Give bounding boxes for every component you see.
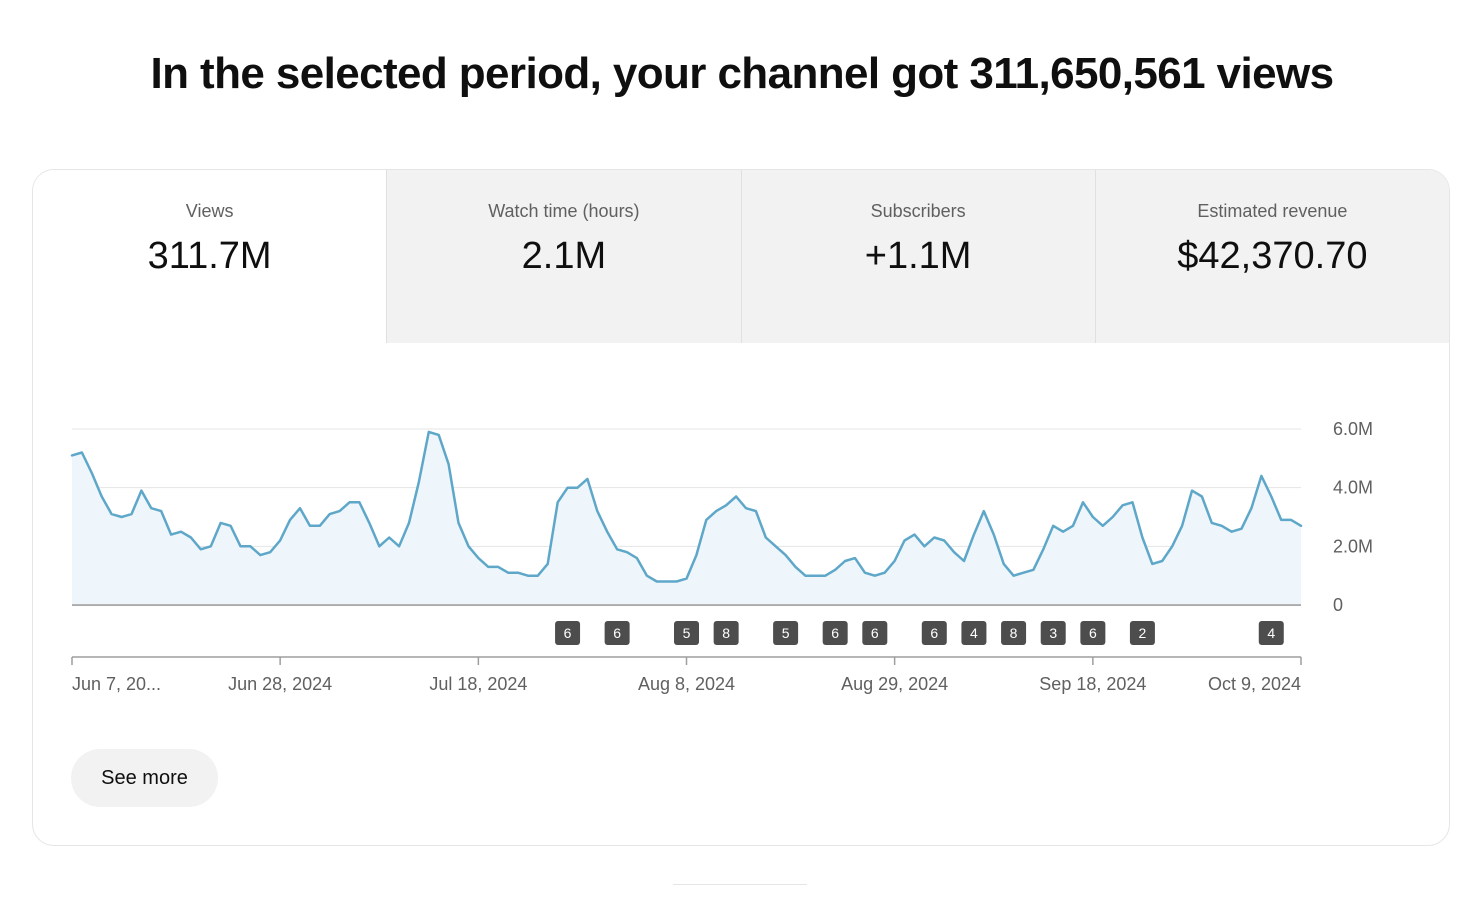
tab-label: Subscribers: [870, 201, 966, 221]
upload-marker: 2: [1129, 621, 1155, 645]
upload-marker: 4: [961, 621, 987, 645]
analytics-card: Views 311.7M Watch time (hours) 2.1M Sub…: [32, 169, 1450, 846]
upload-marker: 6: [604, 621, 630, 645]
upload-marker-badge: [1001, 621, 1027, 645]
tab-value: $42,370.70: [1177, 235, 1368, 277]
upload-marker-badge: [822, 621, 848, 645]
upload-marker: 8: [713, 621, 739, 645]
see-more-button[interactable]: See more: [71, 749, 218, 807]
upload-marker: 6: [862, 621, 888, 645]
upload-marker: 4: [1258, 621, 1284, 645]
y-tick-label: 4.0M: [1333, 478, 1373, 498]
tab-label: Views: [185, 201, 234, 221]
upload-marker-count: 4: [970, 625, 978, 641]
upload-marker-count: 2: [1139, 625, 1147, 641]
upload-marker-badge: [555, 621, 581, 645]
page-headline: In the selected period, your channel got…: [150, 49, 1334, 98]
upload-marker-badge: [604, 621, 630, 645]
upload-marker-badge: [1129, 621, 1155, 645]
chart-area: [72, 431, 1301, 605]
x-tick-label: Jul 18, 2024: [429, 674, 527, 694]
upload-marker-count: 4: [1267, 625, 1275, 641]
tab-views[interactable]: Views 311.7M: [33, 170, 387, 343]
upload-marker-badge: [862, 621, 888, 645]
x-tick-label: Aug 8, 2024: [638, 674, 735, 694]
upload-marker: 5: [773, 621, 799, 645]
upload-marker-count: 5: [782, 625, 790, 641]
tab-value: +1.1M: [864, 235, 972, 277]
upload-marker: 6: [822, 621, 848, 645]
upload-marker: 5: [674, 621, 699, 645]
tab-value: 2.1M: [521, 235, 607, 277]
x-tick-label: Jun 28, 2024: [228, 674, 332, 694]
upload-marker-count: 6: [1089, 625, 1097, 641]
x-tick-label: Oct 9, 2024: [1208, 674, 1301, 694]
y-tick-label: 6.0M: [1333, 419, 1373, 439]
tab-value: 311.7M: [147, 235, 272, 277]
y-tick-label: 2.0M: [1333, 536, 1373, 556]
upload-marker-count: 5: [683, 625, 691, 641]
upload-marker-badge: [1258, 621, 1284, 645]
upload-marker-count: 8: [1010, 625, 1018, 641]
views-chart: 0 2.0M 4.0M 6.0M 6 6 5 8 5 6 6 6 4 8 3 6 2 4 Jun 7, 20... J…: [70, 419, 1373, 694]
tab-estimated-revenue[interactable]: Estimated revenue $42,370.70: [1094, 170, 1449, 343]
upload-marker: 6: [555, 621, 581, 645]
upload-marker-count: 6: [871, 625, 879, 641]
upload-marker-badge: [773, 621, 799, 645]
upload-marker-count: 8: [722, 625, 730, 641]
upload-marker-count: 6: [930, 625, 938, 641]
tab-label: Watch time (hours): [488, 201, 640, 221]
x-tick-label: Sep 18, 2024: [1039, 674, 1146, 694]
x-tick-label: Aug 29, 2024: [841, 674, 948, 694]
upload-marker: 8: [1001, 621, 1027, 645]
upload-marker: 3: [1040, 621, 1066, 645]
upload-marker: 6: [1080, 621, 1106, 645]
upload-marker-badge: [1040, 621, 1066, 645]
y-tick-label: 0: [1333, 595, 1343, 615]
upload-marker-badge: [961, 621, 987, 645]
upload-marker-badge: [713, 621, 739, 645]
divider: [673, 884, 807, 885]
tab-watch-time[interactable]: Watch time (hours) 2.1M: [386, 170, 741, 343]
x-tick-label: Jun 7, 20...: [72, 674, 161, 694]
upload-marker-badge: [674, 621, 699, 645]
metric-tabs: Views 311.7M Watch time (hours) 2.1M Sub…: [33, 170, 1449, 343]
chart-series-line: [70, 430, 1303, 583]
upload-marker-count: 6: [831, 625, 839, 641]
upload-marker-badge: [921, 621, 947, 645]
upload-marker-count: 6: [613, 625, 621, 641]
upload-marker: 6: [921, 621, 947, 645]
upload-marker-badge: [1080, 621, 1106, 645]
upload-marker-count: 6: [564, 625, 572, 641]
upload-marker-count: 3: [1049, 625, 1057, 641]
tab-subscribers[interactable]: Subscribers +1.1M: [740, 170, 1095, 343]
tab-label: Estimated revenue: [1197, 201, 1348, 221]
